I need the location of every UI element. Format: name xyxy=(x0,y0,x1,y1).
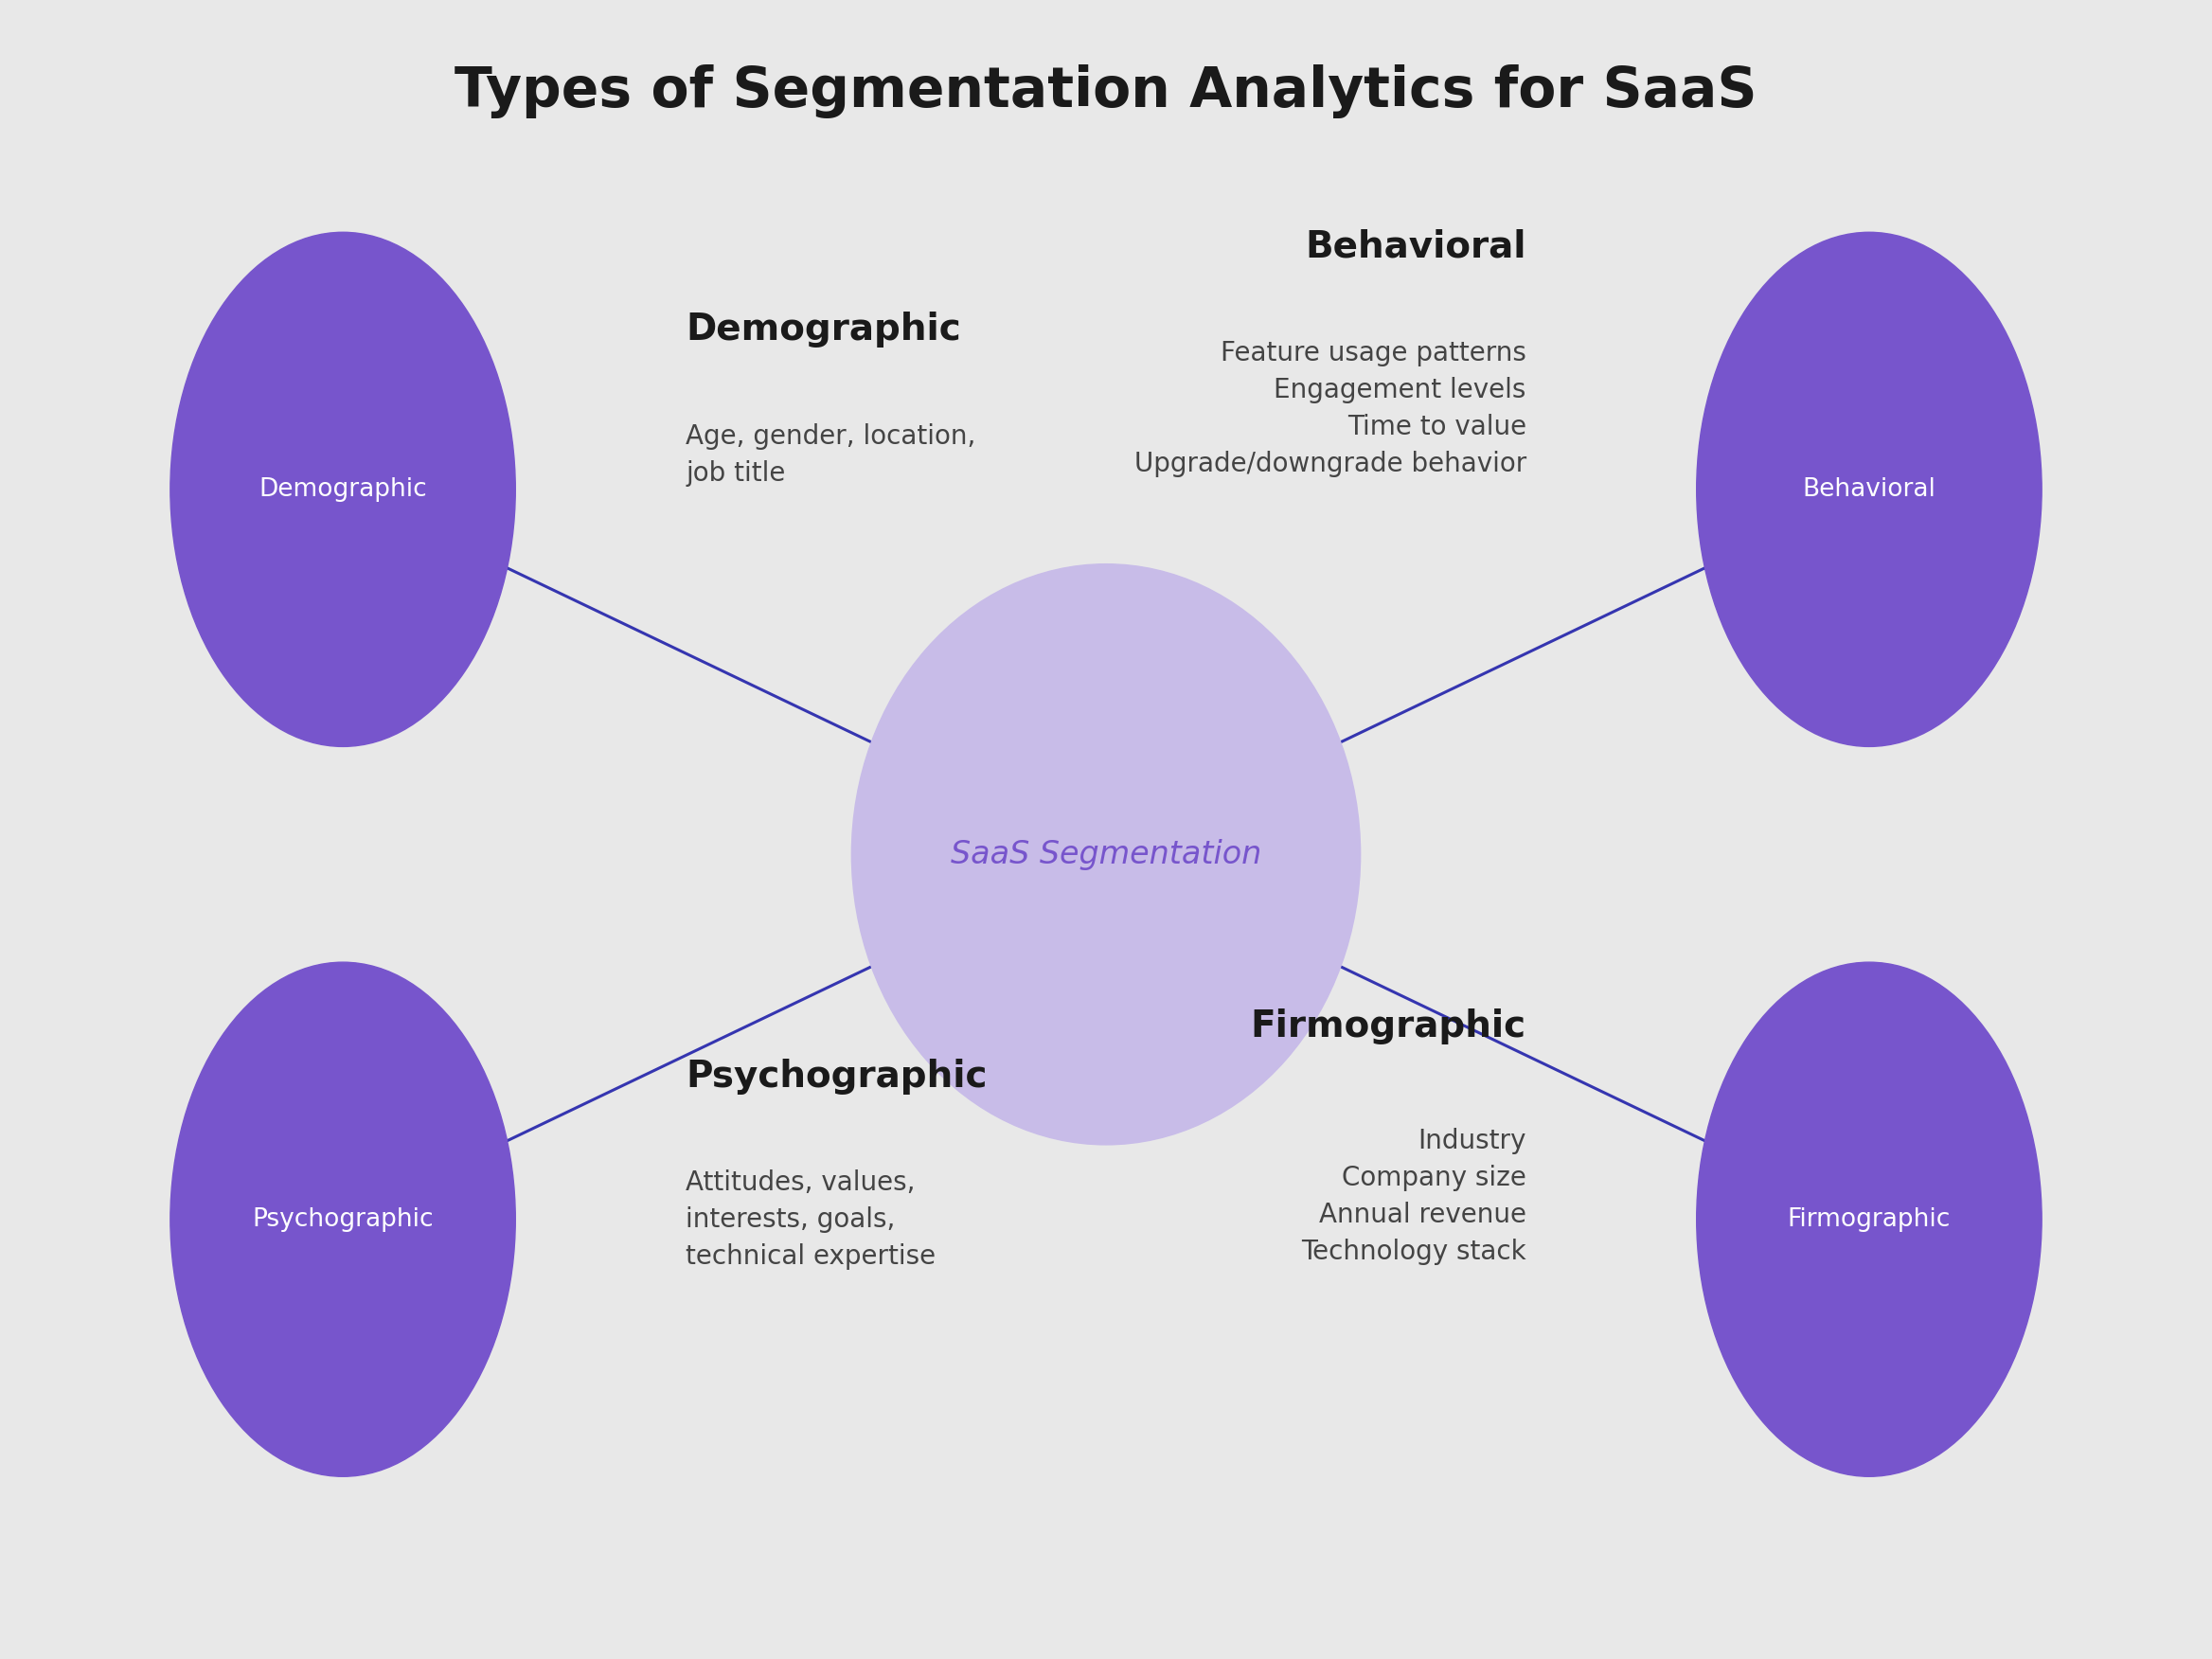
Text: Demographic: Demographic xyxy=(259,478,427,501)
Text: Feature usage patterns
Engagement levels
Time to value
Upgrade/downgrade behavio: Feature usage patterns Engagement levels… xyxy=(1135,340,1526,478)
Ellipse shape xyxy=(852,564,1360,1145)
Text: Demographic: Demographic xyxy=(686,312,960,348)
Text: Behavioral: Behavioral xyxy=(1305,229,1526,265)
Ellipse shape xyxy=(170,232,515,747)
Text: Psychographic: Psychographic xyxy=(686,1058,987,1095)
Text: Firmographic: Firmographic xyxy=(1787,1208,1951,1231)
Ellipse shape xyxy=(170,962,515,1477)
Text: Age, gender, location,
job title: Age, gender, location, job title xyxy=(686,423,975,486)
Text: Firmographic: Firmographic xyxy=(1250,1009,1526,1045)
Text: Industry
Company size
Annual revenue
Technology stack: Industry Company size Annual revenue Tec… xyxy=(1301,1128,1526,1266)
Text: Types of Segmentation Analytics for SaaS: Types of Segmentation Analytics for SaaS xyxy=(456,65,1756,118)
Ellipse shape xyxy=(1697,962,2042,1477)
Text: Attitudes, values,
interests, goals,
technical expertise: Attitudes, values, interests, goals, tec… xyxy=(686,1170,936,1271)
Text: Psychographic: Psychographic xyxy=(252,1208,434,1231)
Text: SaaS Segmentation: SaaS Segmentation xyxy=(951,839,1261,869)
Text: Behavioral: Behavioral xyxy=(1803,478,1936,501)
Ellipse shape xyxy=(1697,232,2042,747)
